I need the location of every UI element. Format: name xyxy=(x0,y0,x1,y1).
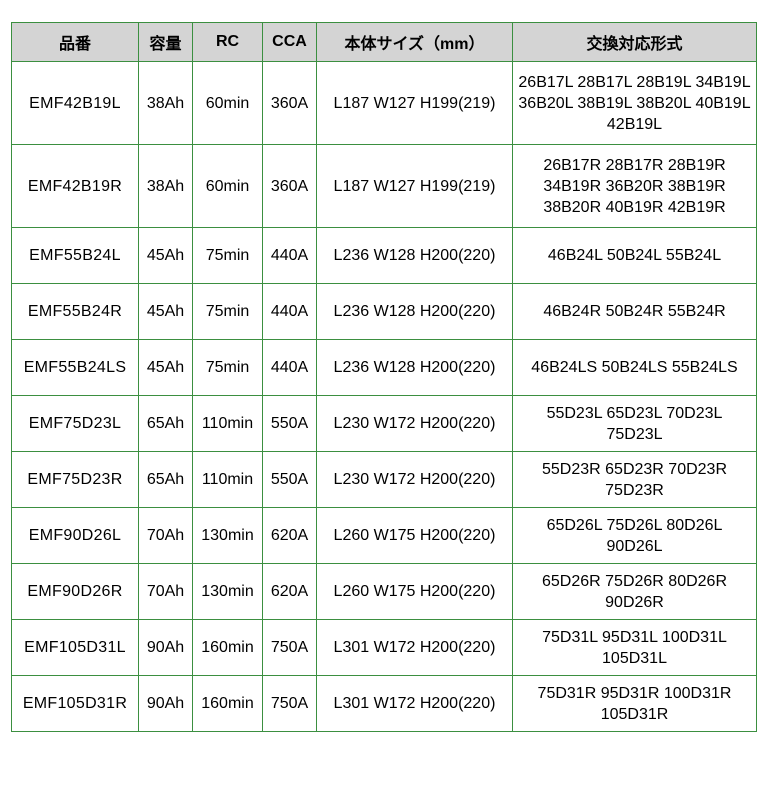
cell-rc: 160min xyxy=(192,619,263,676)
cell-cca: 440A xyxy=(262,339,317,396)
cell-compatible-types: 55D23L 65D23L 70D23L 75D23L xyxy=(512,395,757,452)
cell-capacity: 90Ah xyxy=(138,619,193,676)
cell-capacity: 38Ah xyxy=(138,144,193,228)
cell-body-size: L230 W172 H200(220) xyxy=(316,451,513,508)
cell-part-number: EMF75D23R xyxy=(11,451,139,508)
table-row: EMF55B24LS 45Ah 75min 440A L236 W128 H200(22… xyxy=(11,339,757,396)
column-header-part-number: 品番 xyxy=(11,22,139,62)
cell-body-size: L236 W128 H200(220) xyxy=(316,227,513,284)
column-header-capacity: 容量 xyxy=(138,22,193,62)
cell-cca: 620A xyxy=(262,507,317,564)
table-row: EMF90D26L 70Ah 130min 620A L260 W175 H200(22… xyxy=(11,507,757,564)
cell-part-number: EMF55B24R xyxy=(11,283,139,340)
cell-part-number: EMF105D31R xyxy=(11,675,139,732)
cell-compatible-types: 46B24LS 50B24LS 55B24LS xyxy=(512,339,757,396)
cell-capacity: 90Ah xyxy=(138,675,193,732)
cell-rc: 110min xyxy=(192,395,263,452)
column-header-cca: CCA xyxy=(262,22,317,62)
cell-cca: 360A xyxy=(262,61,317,145)
cell-capacity: 70Ah xyxy=(138,507,193,564)
cell-compatible-types: 26B17R 28B17R 28B19R 34B19R 36B20R 38B19… xyxy=(512,144,757,228)
cell-part-number: EMF55B24LS xyxy=(11,339,139,396)
cell-compatible-types: 55D23R 65D23R 70D23R 75D23R xyxy=(512,451,757,508)
table-row: EMF42B19R 38Ah 60min 360A L187 W127 H199(219… xyxy=(11,144,757,228)
table-row: EMF75D23R 65Ah 110min 550A L230 W172 H200(22… xyxy=(11,451,757,508)
cell-body-size: L301 W172 H200(220) xyxy=(316,619,513,676)
cell-cca: 440A xyxy=(262,283,317,340)
cell-part-number: EMF55B24L xyxy=(11,227,139,284)
table-body: EMF42B19L 38Ah 60min 360A L187 W127 H199(219… xyxy=(11,61,757,732)
cell-compatible-types: 75D31R 95D31R 100D31R 105D31R xyxy=(512,675,757,732)
cell-capacity: 65Ah xyxy=(138,451,193,508)
cell-body-size: L230 W172 H200(220) xyxy=(316,395,513,452)
cell-cca: 750A xyxy=(262,675,317,732)
cell-body-size: L236 W128 H200(220) xyxy=(316,339,513,396)
cell-part-number: EMF90D26L xyxy=(11,507,139,564)
cell-rc: 60min xyxy=(192,61,263,145)
cell-compatible-types: 65D26R 75D26R 80D26R 90D26R xyxy=(512,563,757,620)
cell-compatible-types: 65D26L 75D26L 80D26L 90D26L xyxy=(512,507,757,564)
cell-capacity: 70Ah xyxy=(138,563,193,620)
cell-body-size: L260 W175 H200(220) xyxy=(316,563,513,620)
cell-body-size: L236 W128 H200(220) xyxy=(316,283,513,340)
cell-part-number: EMF90D26R xyxy=(11,563,139,620)
cell-compatible-types: 75D31L 95D31L 100D31L 105D31L xyxy=(512,619,757,676)
battery-spec-table: 品番 容量 RC CCA 本体サイズ（mm） 交換対応形式 EMF42B19L 3… xyxy=(11,22,757,732)
table-row: EMF90D26R 70Ah 130min 620A L260 W175 H200(22… xyxy=(11,563,757,620)
cell-part-number: EMF42B19L xyxy=(11,61,139,145)
cell-cca: 440A xyxy=(262,227,317,284)
cell-part-number: EMF75D23L xyxy=(11,395,139,452)
cell-capacity: 45Ah xyxy=(138,339,193,396)
cell-rc: 160min xyxy=(192,675,263,732)
table-row: EMF55B24R 45Ah 75min 440A L236 W128 H200(220… xyxy=(11,283,757,340)
cell-rc: 130min xyxy=(192,507,263,564)
cell-cca: 750A xyxy=(262,619,317,676)
column-header-rc: RC xyxy=(192,22,263,62)
cell-rc: 130min xyxy=(192,563,263,620)
cell-cca: 550A xyxy=(262,451,317,508)
cell-part-number: EMF42B19R xyxy=(11,144,139,228)
table-row: EMF105D31L 90Ah 160min 750A L301 W172 H200(2… xyxy=(11,619,757,676)
cell-body-size: L187 W127 H199(219) xyxy=(316,144,513,228)
cell-rc: 110min xyxy=(192,451,263,508)
cell-compatible-types: 26B17L 28B17L 28B19L 34B19L 36B20L 38B19… xyxy=(512,61,757,145)
cell-capacity: 65Ah xyxy=(138,395,193,452)
cell-rc: 75min xyxy=(192,283,263,340)
cell-capacity: 45Ah xyxy=(138,283,193,340)
cell-rc: 75min xyxy=(192,227,263,284)
cell-capacity: 38Ah xyxy=(138,61,193,145)
cell-rc: 75min xyxy=(192,339,263,396)
cell-compatible-types: 46B24R 50B24R 55B24R xyxy=(512,283,757,340)
cell-body-size: L187 W127 H199(219) xyxy=(316,61,513,145)
table-header-row: 品番 容量 RC CCA 本体サイズ（mm） 交換対応形式 xyxy=(11,22,757,62)
cell-part-number: EMF105D31L xyxy=(11,619,139,676)
table-row: EMF105D31R 90Ah 160min 750A L301 W172 H200(2… xyxy=(11,675,757,732)
column-header-compatible-types: 交換対応形式 xyxy=(512,22,757,62)
table-row: EMF42B19L 38Ah 60min 360A L187 W127 H199(219… xyxy=(11,61,757,145)
column-header-body-size: 本体サイズ（mm） xyxy=(316,22,513,62)
cell-body-size: L260 W175 H200(220) xyxy=(316,507,513,564)
cell-cca: 550A xyxy=(262,395,317,452)
table-row: EMF75D23L 65Ah 110min 550A L230 W172 H200(22… xyxy=(11,395,757,452)
cell-cca: 360A xyxy=(262,144,317,228)
cell-cca: 620A xyxy=(262,563,317,620)
cell-compatible-types: 46B24L 50B24L 55B24L xyxy=(512,227,757,284)
cell-rc: 60min xyxy=(192,144,263,228)
cell-capacity: 45Ah xyxy=(138,227,193,284)
cell-body-size: L301 W172 H200(220) xyxy=(316,675,513,732)
table-row: EMF55B24L 45Ah 75min 440A L236 W128 H200(220… xyxy=(11,227,757,284)
